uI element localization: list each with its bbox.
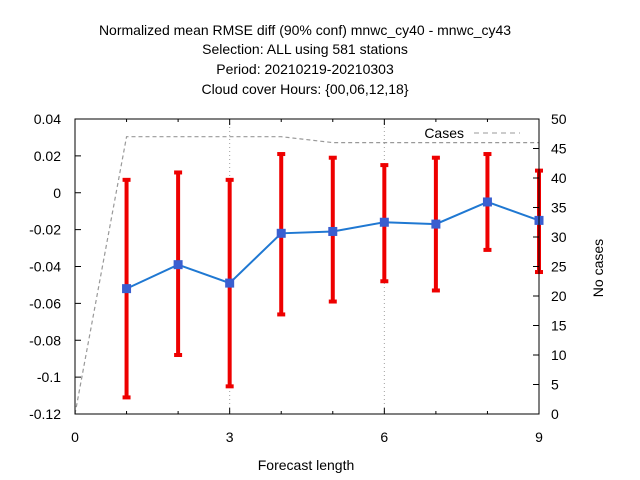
y-tick-label: -0.12 — [29, 406, 61, 422]
title-line-1: Normalized mean RMSE diff (90% conf) mnw… — [99, 22, 511, 38]
main-series — [122, 197, 544, 294]
x-tick-label: 9 — [535, 429, 543, 445]
data-point — [379, 217, 389, 227]
y-tick-label: 0 — [53, 185, 61, 201]
y2-tick-label: 15 — [551, 318, 567, 334]
y2-tick-label: 40 — [551, 170, 567, 186]
y2-tick-label: 30 — [551, 229, 567, 245]
y2-axis-label: No cases — [590, 239, 606, 297]
y2-tick-label: 20 — [551, 288, 567, 304]
legend-label-cases: Cases — [424, 125, 464, 141]
axes: 0 3 6 9 -0.12 -0.1 -0.08 -0.06 -0.04 -0.02 0 0.02 0.… — [29, 111, 567, 445]
y2-tick-label: 5 — [551, 377, 559, 393]
x-tick-label: 3 — [226, 429, 234, 445]
y-tick-label: 0.02 — [34, 148, 61, 164]
gridlines — [229, 119, 385, 414]
data-point — [482, 197, 492, 207]
data-point — [431, 219, 441, 229]
x-tick-label: 6 — [380, 429, 388, 445]
data-point — [173, 260, 183, 270]
x-tick-label: 0 — [71, 429, 79, 445]
title-line-2: Selection: ALL using 581 stations — [202, 41, 408, 57]
x-axis-label: Forecast length — [258, 457, 355, 473]
title-line-4: Cloud cover Hours: {00,06,12,18} — [201, 81, 408, 97]
data-point — [276, 228, 286, 238]
data-point — [225, 278, 235, 288]
y2-tick-label: 35 — [551, 200, 567, 216]
y-tick-label: -0.08 — [29, 332, 61, 348]
data-point — [122, 284, 132, 294]
plot-border — [74, 118, 540, 415]
title-line-3: Period: 20210219-20210303 — [216, 61, 394, 77]
y-tick-label: 0.04 — [34, 111, 61, 127]
y-tick-label: -0.1 — [37, 369, 61, 385]
error-bars — [122, 152, 543, 400]
y-tick-label: -0.06 — [29, 295, 61, 311]
y2-tick-label: 25 — [551, 259, 567, 275]
y2-tick-label: 45 — [551, 141, 567, 157]
y-tick-label: -0.02 — [29, 222, 61, 238]
data-point — [328, 226, 338, 236]
y2-tick-label: 10 — [551, 347, 567, 363]
y2-tick-label: 50 — [551, 111, 567, 127]
legend: Cases — [424, 125, 520, 141]
cases-layer — [74, 136, 539, 415]
chart-title: Normalized mean RMSE diff (90% conf) mnw… — [99, 22, 511, 97]
series-line-cases — [74, 136, 539, 415]
y2-tick-label: 0 — [551, 406, 559, 422]
y-tick-label: -0.04 — [29, 259, 61, 275]
